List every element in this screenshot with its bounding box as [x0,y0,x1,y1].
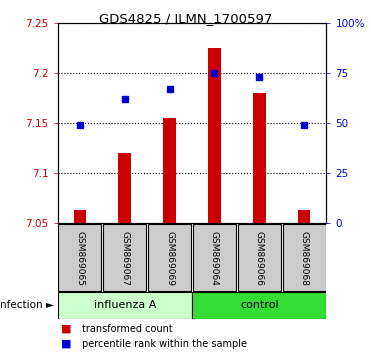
Bar [163,118,176,223]
Text: GSM869067: GSM869067 [120,231,129,286]
Text: infection ►: infection ► [0,300,54,310]
Text: GSM869068: GSM869068 [299,231,309,286]
Text: GSM869065: GSM869065 [75,231,85,286]
Bar [74,210,86,223]
Text: GSM869064: GSM869064 [210,231,219,286]
Bar [298,210,310,223]
Text: influenza A: influenza A [93,300,156,310]
Bar [58,224,101,291]
Bar [148,224,191,291]
Bar [283,224,326,291]
Bar [192,292,326,319]
Text: GSM869066: GSM869066 [255,231,264,286]
Text: control: control [240,300,279,310]
Bar [118,153,131,223]
Text: GDS4825 / ILMN_1700597: GDS4825 / ILMN_1700597 [99,12,272,25]
Bar [103,224,146,291]
Text: ■: ■ [61,339,72,349]
Bar [253,93,266,223]
Text: ■: ■ [61,324,72,333]
Bar [208,48,221,223]
Bar [58,292,192,319]
Bar [193,224,236,291]
Text: percentile rank within the sample: percentile rank within the sample [82,339,247,349]
Bar [238,224,281,291]
Text: GSM869069: GSM869069 [165,231,174,286]
Text: transformed count: transformed count [82,324,173,333]
